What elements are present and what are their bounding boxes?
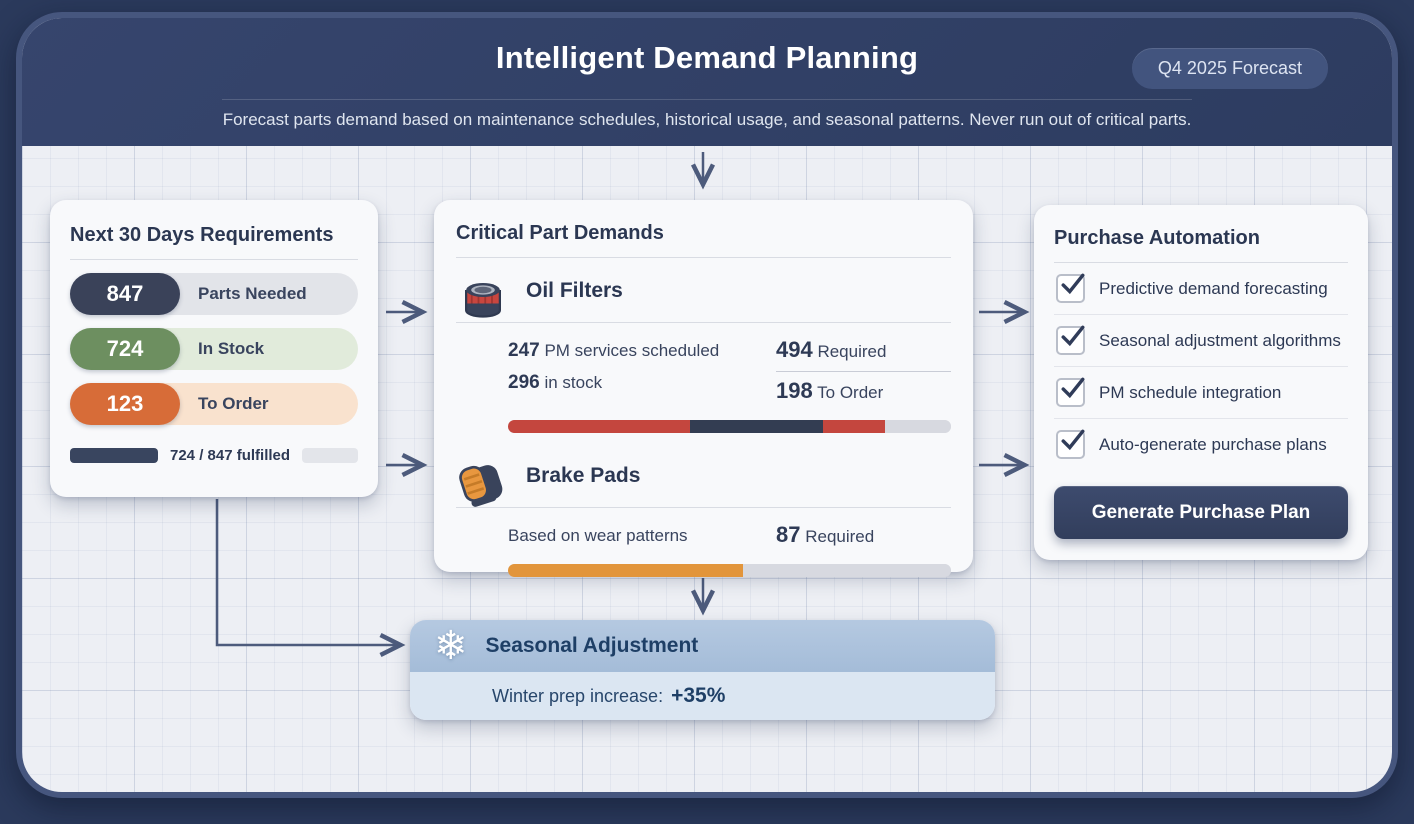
- checkmark-icon: [1061, 377, 1085, 399]
- seasonal-note: Winter prep increase: +35%: [410, 672, 995, 720]
- oil-filter-icon: [465, 283, 501, 318]
- oil-filters-header: Oil Filters: [456, 272, 951, 318]
- oil-demand-bar: [508, 420, 951, 433]
- oil-right-column: 494 Required 198 To Order: [776, 335, 951, 408]
- header-band: Intelligent Demand Planning Q4 2025 Fore…: [22, 18, 1392, 146]
- stat-to-order-label: To Order: [198, 394, 269, 413]
- stat-parts-needed: 847 Parts Needed: [70, 273, 358, 315]
- checkmark-icon: [1061, 273, 1085, 295]
- stat-parts-needed-label: Parts Needed: [198, 284, 307, 303]
- header-divider: [222, 99, 1192, 100]
- brake-required: 87 Required: [776, 520, 951, 552]
- requirements-card: Next 30 Days Requirements 847 Parts Need…: [50, 200, 378, 497]
- seasonal-note-label: Winter prep increase:: [492, 685, 664, 706]
- critical-demands-card: Critical Part Demands Oil Filters 247 PM…: [434, 200, 973, 577]
- divider: [70, 259, 358, 260]
- oil-required-label: Required: [817, 342, 887, 361]
- seasonal-title: Seasonal Adjustment: [485, 634, 699, 657]
- brake-demand-bar: [508, 564, 951, 577]
- brake-right-column: 87 Required: [776, 520, 951, 552]
- checkbox-pm-schedule[interactable]: [1056, 377, 1085, 407]
- checkbox-forecasting[interactable]: [1056, 273, 1085, 303]
- oil-scheduled: 247 PM services scheduled: [508, 335, 719, 367]
- bar-segment: [508, 420, 690, 433]
- brake-left-column: Based on wear patterns: [508, 520, 688, 552]
- seasonal-adjustment-card: ❄ Seasonal Adjustment Winter prep increa…: [410, 620, 995, 720]
- fulfilled-progress: 724 / 847 fulfilled: [70, 447, 358, 464]
- checklist-label: PM schedule integration: [1099, 382, 1282, 402]
- brake-required-label: Required: [805, 527, 875, 546]
- stat-parts-needed-value: 847: [70, 273, 180, 315]
- oil-to-order: 198 To Order: [776, 376, 951, 408]
- stat-to-order-value: 123: [70, 383, 180, 425]
- checkbox-auto-generate[interactable]: [1056, 429, 1085, 459]
- seasonal-note-value: +35%: [671, 684, 726, 707]
- page-title: Intelligent Demand Planning: [495, 40, 919, 75]
- checklist-item-auto-generate: Auto-generate purchase plans: [1054, 419, 1348, 470]
- seasonal-header: ❄ Seasonal Adjustment: [410, 620, 995, 672]
- forecast-badge: Q4 2025 Forecast: [1131, 48, 1328, 89]
- stat-in-stock: 724 In Stock: [70, 328, 358, 370]
- stat-in-stock-label: In Stock: [198, 339, 265, 358]
- oil-to-order-label: To Order: [817, 383, 884, 402]
- checkbox-seasonal[interactable]: [1056, 325, 1085, 355]
- stat-to-order: 123 To Order: [70, 383, 358, 425]
- divider: [1054, 262, 1348, 263]
- critical-demands-title: Critical Part Demands: [456, 222, 664, 244]
- checklist-item-forecasting: Predictive demand forecasting: [1054, 263, 1348, 315]
- fulfilled-bar-filled: [70, 448, 158, 463]
- snowflake-icon: ❄: [434, 624, 468, 668]
- brake-pads-header: Brake Pads: [456, 457, 951, 507]
- bar-segment: [884, 420, 951, 433]
- bar-segment: [508, 564, 743, 577]
- bar-segment: [822, 420, 885, 433]
- page-subtitle: Forecast parts demand based on maintenan…: [222, 110, 1192, 129]
- oil-left-column: 247 PM services scheduled 296 in stock: [508, 335, 719, 408]
- oil-stock-value: 296: [508, 372, 540, 393]
- divider: [456, 257, 951, 258]
- oil-stock: 296 in stock: [508, 367, 719, 399]
- oil-to-order-value: 198: [776, 378, 813, 403]
- brake-required-value: 87: [776, 522, 801, 547]
- requirements-card-title: Next 30 Days Requirements: [70, 224, 334, 246]
- brake-note: Based on wear patterns: [508, 526, 688, 545]
- generate-purchase-plan-button[interactable]: Generate Purchase Plan: [1054, 486, 1348, 539]
- checklist-item-seasonal: Seasonal adjustment algorithms: [1054, 315, 1348, 367]
- checkmark-icon: [1061, 325, 1085, 347]
- purchase-automation-card: Purchase Automation Predictive demand fo…: [1034, 205, 1368, 560]
- oil-filters-stats: 247 PM services scheduled 296 in stock 4…: [508, 335, 951, 408]
- checkmark-icon: [1061, 429, 1085, 451]
- brake-pad-icon: [459, 465, 503, 507]
- oil-stock-label: in stock: [544, 373, 603, 392]
- purchase-automation-title: Purchase Automation: [1054, 227, 1260, 249]
- brake-pads-stats: Based on wear patterns 87 Required: [508, 520, 951, 552]
- divider: [456, 322, 951, 323]
- oil-filters-name: Oil Filters: [526, 279, 623, 302]
- divider: [456, 507, 951, 508]
- checklist-label: Seasonal adjustment algorithms: [1099, 330, 1341, 350]
- bar-segment: [689, 420, 823, 433]
- bar-segment: [742, 564, 951, 577]
- oil-required: 494 Required: [776, 335, 951, 372]
- stat-in-stock-value: 724: [70, 328, 180, 370]
- oil-required-value: 494: [776, 337, 813, 362]
- checklist-label: Predictive demand forecasting: [1099, 278, 1328, 298]
- oil-scheduled-label: PM services scheduled: [544, 341, 720, 360]
- fulfilled-label: 724 / 847 fulfilled: [170, 447, 291, 464]
- fulfilled-bar-remainder: [302, 448, 358, 463]
- checklist-item-pm-schedule: PM schedule integration: [1054, 367, 1348, 419]
- brake-pads-name: Brake Pads: [526, 464, 641, 487]
- checklist-label: Auto-generate purchase plans: [1099, 434, 1327, 454]
- oil-scheduled-value: 247: [508, 340, 540, 361]
